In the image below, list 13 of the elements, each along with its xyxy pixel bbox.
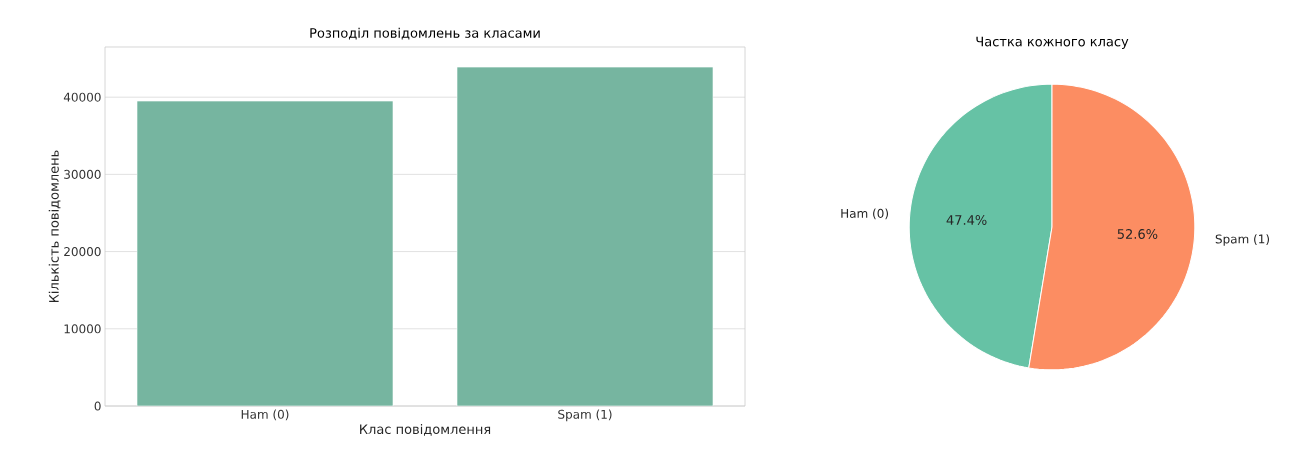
x-axis-title: Клас повідомлення bbox=[360, 424, 491, 436]
y-tick-label: 30000 bbox=[64, 169, 101, 179]
slice-label: Spam (1) bbox=[1215, 234, 1270, 246]
y-tick-label: 40000 bbox=[63, 92, 101, 102]
data-label: 52.6% bbox=[1117, 229, 1158, 239]
slice-label: Ham (0) bbox=[841, 208, 889, 220]
y-axis-title: Кількість повідомлень bbox=[48, 150, 61, 303]
y-tick-label: 10000 bbox=[64, 324, 101, 334]
chart-title: Частка кожного класу bbox=[976, 36, 1129, 49]
y-tick-label: 20000 bbox=[64, 247, 101, 257]
data-label: 47.4% bbox=[946, 215, 987, 225]
y-tick-label: 0 bbox=[94, 401, 101, 411]
chart-title: Розподіл повідомлень за класами bbox=[310, 27, 540, 40]
